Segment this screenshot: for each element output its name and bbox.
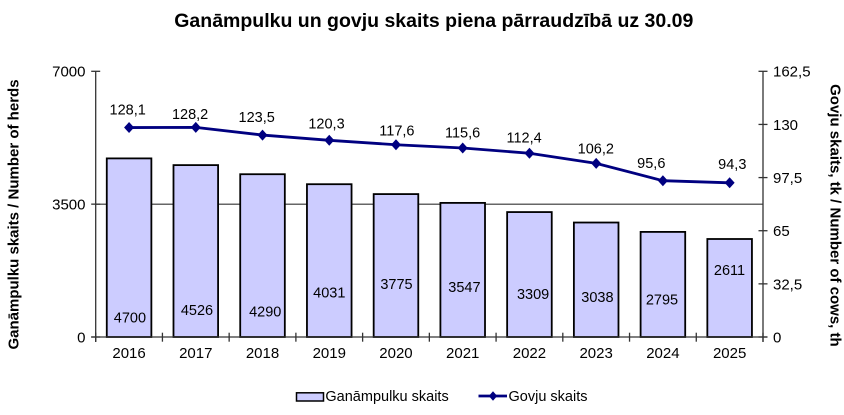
svg-text:2795: 2795 xyxy=(646,293,678,309)
svg-text:3500: 3500 xyxy=(52,197,85,214)
svg-text:112,4: 112,4 xyxy=(506,131,541,147)
svg-text:2018: 2018 xyxy=(246,345,279,362)
svg-text:2016: 2016 xyxy=(112,345,145,362)
svg-text:130: 130 xyxy=(773,117,798,134)
svg-text:Ganāmpulku skaits: Ganāmpulku skaits xyxy=(325,389,448,405)
svg-text:65: 65 xyxy=(773,223,790,240)
svg-text:2021: 2021 xyxy=(446,345,479,362)
svg-text:120,3: 120,3 xyxy=(308,117,344,133)
svg-text:2611: 2611 xyxy=(714,263,745,279)
svg-text:2022: 2022 xyxy=(513,345,546,362)
svg-text:4700: 4700 xyxy=(114,310,146,326)
svg-text:128,1: 128,1 xyxy=(110,102,146,118)
svg-text:2020: 2020 xyxy=(379,345,412,362)
svg-text:3038: 3038 xyxy=(581,290,613,306)
svg-text:128,2: 128,2 xyxy=(172,107,208,123)
svg-text:115,6: 115,6 xyxy=(445,125,480,141)
svg-text:2024: 2024 xyxy=(646,345,679,362)
svg-text:94,3: 94,3 xyxy=(718,157,746,173)
svg-text:2019: 2019 xyxy=(313,345,346,362)
svg-text:Govju skaits, tk / Number of c: Govju skaits, tk / Number of cows, th xyxy=(827,84,844,347)
svg-text:2023: 2023 xyxy=(579,345,612,362)
svg-text:2017: 2017 xyxy=(179,345,212,362)
svg-text:Govju skaits: Govju skaits xyxy=(509,389,588,405)
svg-text:106,2: 106,2 xyxy=(578,142,614,158)
svg-text:0: 0 xyxy=(77,329,85,346)
svg-text:117,6: 117,6 xyxy=(379,123,414,139)
svg-text:123,5: 123,5 xyxy=(239,110,275,126)
svg-text:7000: 7000 xyxy=(52,64,85,81)
svg-text:162,5: 162,5 xyxy=(773,64,811,81)
svg-text:0: 0 xyxy=(773,329,781,346)
svg-text:4526: 4526 xyxy=(181,303,213,319)
svg-text:2025: 2025 xyxy=(713,345,746,362)
svg-text:4031: 4031 xyxy=(313,285,345,301)
svg-text:97,5: 97,5 xyxy=(773,170,802,187)
svg-text:4290: 4290 xyxy=(249,304,281,320)
svg-text:32,5: 32,5 xyxy=(773,276,802,293)
svg-text:Ganāmpulku skaits / Number of: Ganāmpulku skaits / Number of herds xyxy=(6,79,23,349)
svg-text:95,6: 95,6 xyxy=(637,156,665,172)
svg-text:3547: 3547 xyxy=(448,280,480,296)
svg-text:3309: 3309 xyxy=(517,287,549,303)
svg-text:3775: 3775 xyxy=(380,277,412,293)
svg-text:Ganāmpulku un govju skaits pie: Ganāmpulku un govju skaits piena pārraud… xyxy=(174,10,693,32)
